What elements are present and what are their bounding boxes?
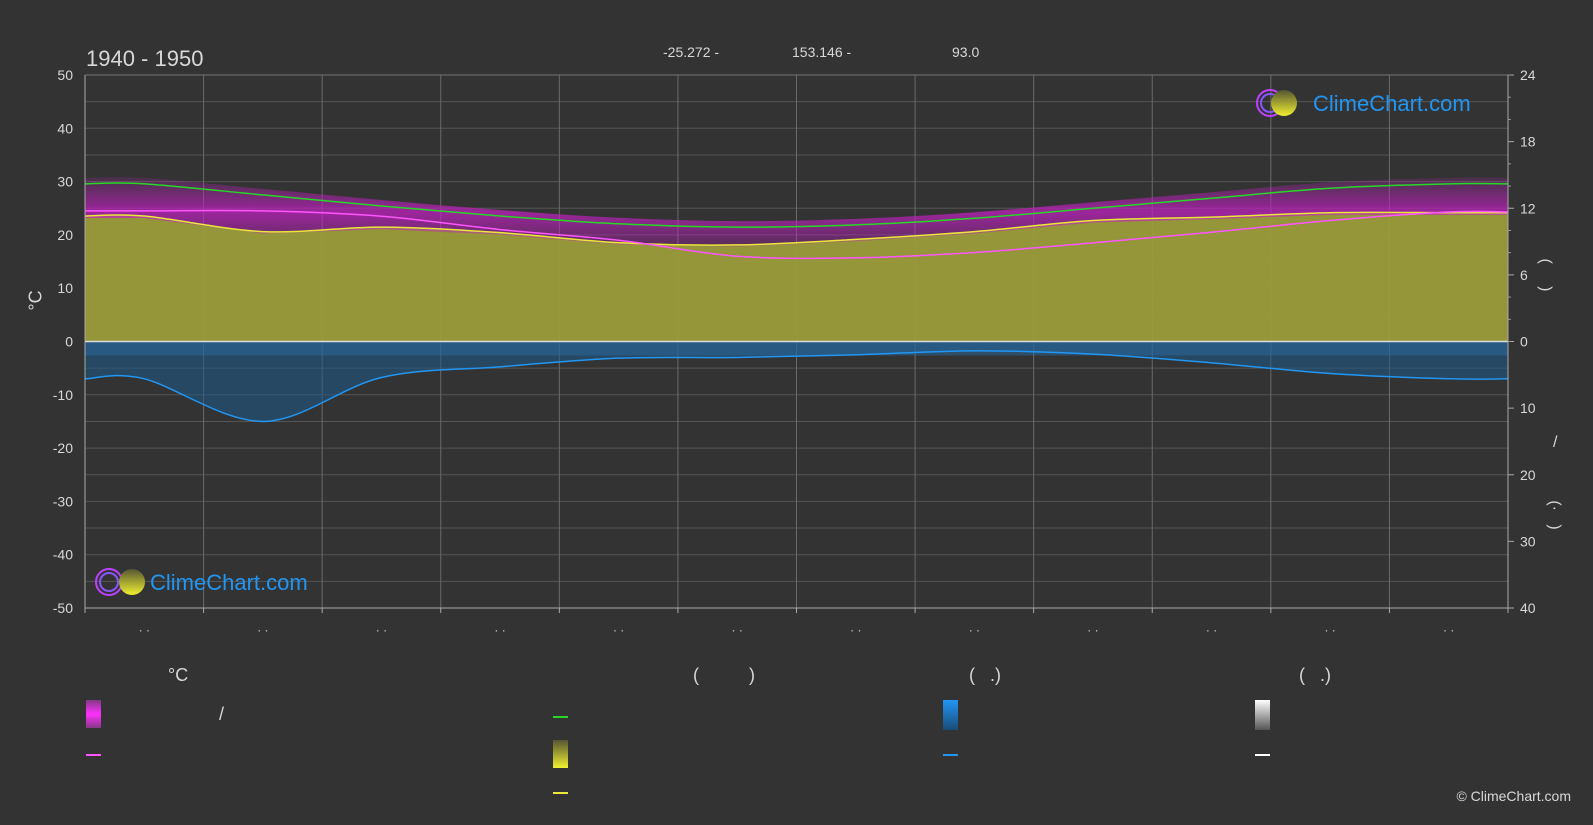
- right-tick-label: 30: [1520, 533, 1536, 549]
- left-tick-label: 0: [65, 334, 73, 350]
- legend-snow-swatch: [1255, 700, 1270, 730]
- elevation-label: 93.0: [952, 44, 980, 60]
- precipitation-top-band: [85, 341, 1508, 356]
- legend-rain-line: [943, 754, 958, 756]
- logo-ring-inner-icon: [99, 572, 119, 592]
- legend-sunshine-line: [553, 792, 568, 794]
- copyright-text: © ClimeChart.com: [1456, 788, 1571, 804]
- logo-sun-icon: [1271, 90, 1297, 116]
- precipitation-line: [84, 350, 1509, 423]
- brand-text-top: ClimeChart.com: [1313, 91, 1471, 116]
- legend-daylight-line: [553, 716, 568, 718]
- month-label: · ·: [1087, 623, 1098, 637]
- month-label: · ·: [139, 623, 150, 637]
- right-tick-label: 18: [1520, 134, 1536, 150]
- month-label: · ·: [1206, 623, 1217, 637]
- legend-max-temp-line: [86, 754, 101, 756]
- precipitation-area: [85, 341, 1508, 422]
- left-tick-label: -30: [53, 493, 73, 509]
- legend-sunshine-swatch: [553, 740, 568, 768]
- month-label: · ·: [494, 623, 505, 637]
- right-tick-label: 10: [1520, 400, 1536, 416]
- legend-snow-line: [1255, 754, 1270, 756]
- legend-sun-head: ( ): [693, 665, 755, 685]
- data-lines: [84, 182, 1509, 423]
- left-tick-label: -50: [53, 600, 73, 616]
- right-tick-label: 6: [1520, 267, 1528, 283]
- month-label: · ·: [376, 623, 387, 637]
- left-tick-label: -40: [53, 547, 73, 563]
- legend-temp-range-label: /: [219, 704, 225, 724]
- month-label: · ·: [1443, 623, 1454, 637]
- right-tick-label: 40: [1520, 600, 1536, 616]
- period-title: 1940 - 1950: [86, 46, 204, 71]
- left-tick-label: 50: [57, 67, 73, 83]
- sunshine-line: [84, 211, 1508, 246]
- longitude-label: 153.146 -: [792, 44, 852, 60]
- brand-text-bottom: ClimeChart.com: [150, 570, 308, 595]
- month-label: · ·: [613, 623, 624, 637]
- right-axis-label-bottom-unit: (· ): [1546, 500, 1563, 530]
- sunshine-area: [85, 212, 1508, 342]
- left-tick-label: -20: [53, 440, 73, 456]
- legend-temp-range-swatch: [86, 700, 101, 728]
- legend-rain-swatch: [943, 700, 958, 730]
- climechart-logo-top: [1256, 89, 1297, 117]
- month-label: · ·: [969, 623, 980, 637]
- right-tick-label: 12: [1520, 200, 1536, 216]
- right-tick-label: 24: [1520, 67, 1536, 83]
- right-tick-label: 20: [1520, 467, 1536, 483]
- month-label: · ·: [1324, 623, 1335, 637]
- legend-rain-head: ( .): [969, 665, 1001, 685]
- logo-sun-icon: [119, 569, 145, 595]
- month-label: · ·: [850, 623, 861, 637]
- month-label: · ·: [732, 623, 743, 637]
- climechart-logo-bottom: [95, 568, 145, 596]
- right-axis-label-bottom: /: [1553, 434, 1558, 451]
- right-tick-label: 0: [1520, 334, 1528, 350]
- max-temperature-line: [84, 209, 1509, 260]
- latitude-label: -25.272 -: [663, 44, 720, 60]
- legend-snow-head: ( .): [1299, 665, 1331, 685]
- daylight-line: [84, 182, 1509, 228]
- month-label: · ·: [257, 623, 268, 637]
- left-tick-label: 30: [57, 174, 73, 190]
- left-tick-label: 10: [57, 280, 73, 296]
- legend-temperature-head: °C: [168, 665, 189, 685]
- left-tick-label: 20: [57, 227, 73, 243]
- left-tick-label: -10: [53, 387, 73, 403]
- left-tick-label: 40: [57, 120, 73, 136]
- axes: 50 40 30 20 10 0 -10 -20 -30 -40 -50 24 18 12 6 0 10 20 30…: [53, 67, 1536, 637]
- right-axis-label-top: ( ): [1537, 258, 1554, 292]
- left-axis-unit: °C: [25, 290, 46, 311]
